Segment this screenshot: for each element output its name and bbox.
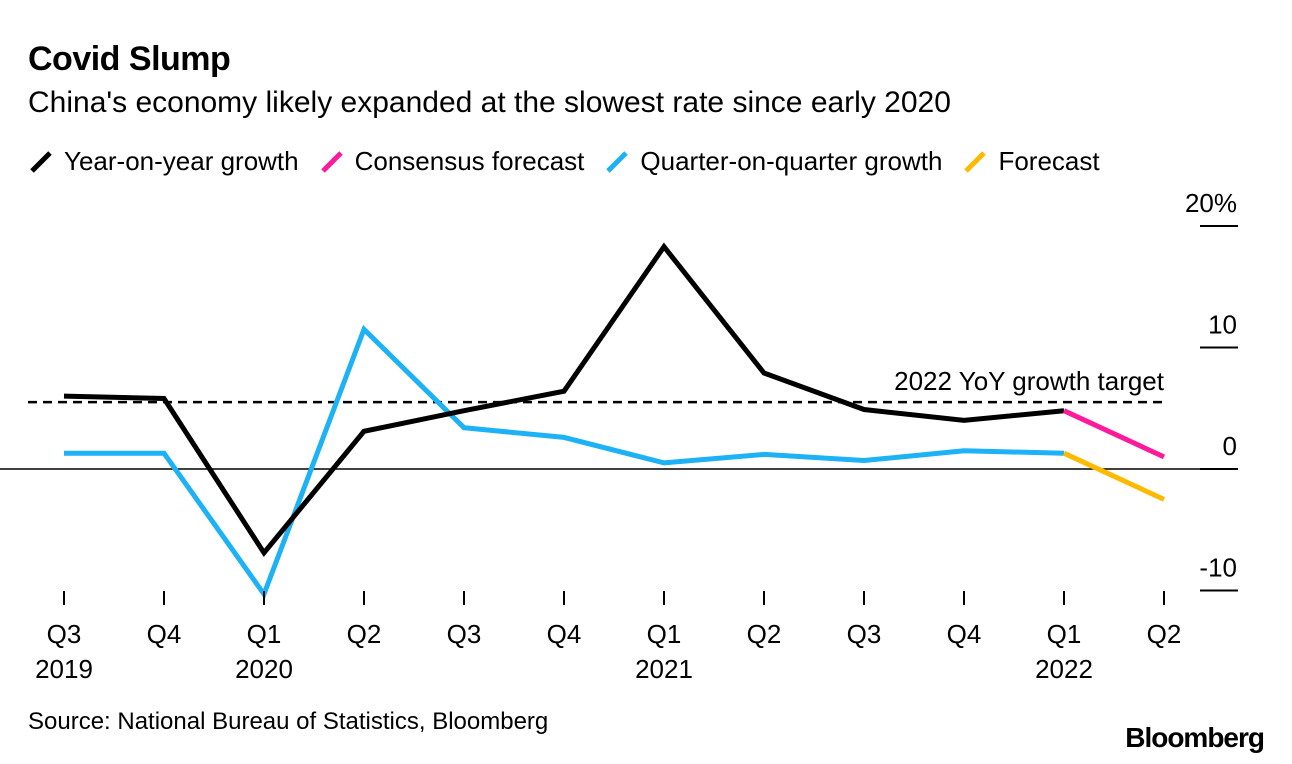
chart-subtitle: China's economy likely expanded at the s… — [28, 86, 951, 119]
x-tick-label-7: Q2 — [747, 619, 782, 649]
legend-label-yoy: Year-on-year growth — [64, 146, 299, 176]
x-year-label-1: 2020 — [235, 654, 293, 684]
legend: Year-on-year growth Consensus forecast Q… — [28, 146, 1120, 177]
legend-item-consensus: Consensus forecast — [319, 146, 585, 177]
legend-item-qoq: Quarter-on-quarter growth — [604, 146, 942, 177]
x-year-label-0: 2019 — [35, 654, 93, 684]
x-tick-label-5: Q4 — [547, 619, 582, 649]
x-tick-label-2: Q1 — [247, 619, 282, 649]
x-tick-label-1: Q4 — [147, 619, 182, 649]
legend-swatch-yoy — [30, 150, 52, 173]
x-tick-label-3: Q2 — [347, 619, 382, 649]
source-note: Source: National Bureau of Statistics, B… — [28, 708, 549, 735]
x-tick-label-9: Q4 — [947, 619, 982, 649]
x-tick-label-4: Q3 — [447, 619, 482, 649]
y-tick-label-2: 0 — [1223, 431, 1237, 461]
reference-line-label: 2022 YoY growth target — [894, 366, 1165, 396]
legend-swatch-forecast — [964, 150, 987, 173]
legend-item-yoy: Year-on-year growth — [28, 146, 299, 177]
brand-logo: Bloomberg — [1125, 722, 1265, 753]
series-line-year-on-year-growth — [63, 242, 1065, 558]
x-tick-label-6: Q1 — [647, 619, 682, 649]
x-year-label-2: 2021 — [635, 654, 693, 684]
y-tick-label-3: -10 — [1199, 553, 1237, 583]
series-line-consensus-forecast — [1062, 408, 1166, 460]
legend-swatch-qoq — [606, 150, 629, 173]
legend-item-forecast: Forecast — [962, 146, 1100, 177]
x-tick-label-8: Q3 — [847, 619, 882, 649]
y-tick-label-1: 10 — [1208, 310, 1237, 340]
series-line-forecast — [1062, 450, 1166, 502]
y-tick-label-0: 20% — [1185, 188, 1237, 218]
series-line-quarter-on-quarter-growth — [64, 324, 1065, 600]
legend-label-consensus: Consensus forecast — [354, 146, 585, 176]
x-year-label-3: 2022 — [1035, 654, 1093, 684]
legend-label-qoq: Quarter-on-quarter growth — [640, 146, 943, 176]
x-tick-label-0: Q3 — [47, 619, 82, 649]
chart-title: Covid Slump — [28, 40, 231, 78]
x-tick-label-10: Q1 — [1047, 619, 1082, 649]
legend-label-forecast: Forecast — [998, 146, 1100, 176]
legend-swatch-consensus — [320, 150, 343, 173]
x-tick-label-11: Q2 — [1147, 619, 1182, 649]
